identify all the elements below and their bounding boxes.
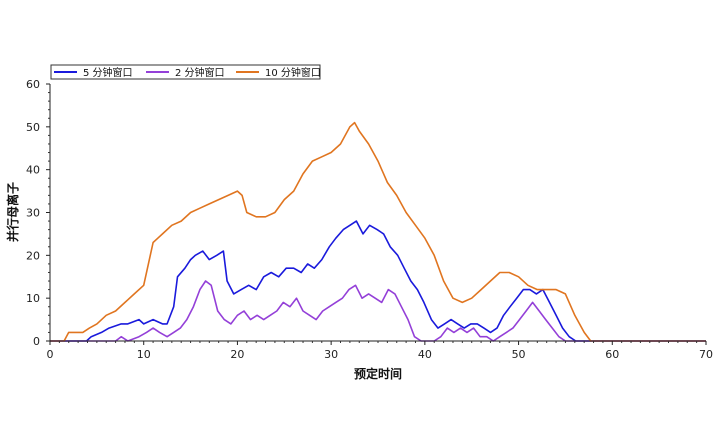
x-tick-label: 0 <box>47 348 54 361</box>
series-layer <box>50 121 706 342</box>
legend-label-1: 2 分钟窗口 <box>175 66 225 79</box>
series-line-0 <box>50 220 706 342</box>
x-tick-layer: 0 10 20 30 40 50 60 70 <box>47 341 713 361</box>
x-tick-label: 40 <box>418 348 432 361</box>
y-tick-label: 0 <box>33 335 40 348</box>
series-line-1 <box>50 280 706 342</box>
y-axis-title: 并行母离子 <box>5 182 20 242</box>
x-axis-title: 预定时间 <box>354 366 402 381</box>
x-tick-label: 70 <box>699 348 713 361</box>
y-tick-label: 20 <box>26 249 40 262</box>
y-tick-label: 10 <box>26 292 40 305</box>
y-tick-label: 40 <box>26 164 40 177</box>
x-tick-label: 10 <box>137 348 151 361</box>
x-tick-label: 30 <box>324 348 338 361</box>
legend-label-0: 5 分钟窗口 <box>83 66 133 79</box>
y-tick-label: 50 <box>26 121 40 134</box>
x-tick-label: 50 <box>512 348 526 361</box>
y-tick-label: 30 <box>26 207 40 220</box>
y-tick-layer: 0 10 20 30 40 50 60 <box>26 78 50 348</box>
series-line-2 <box>50 121 706 342</box>
legend-box <box>50 64 321 80</box>
x-tick-label: 60 <box>605 348 619 361</box>
legend: 5 分钟窗口 2 分钟窗口 10 分钟窗口 <box>50 64 321 80</box>
legend-label-2: 10 分钟窗口 <box>265 66 321 79</box>
x-tick-label: 20 <box>230 348 244 361</box>
y-tick-label: 60 <box>26 78 40 91</box>
